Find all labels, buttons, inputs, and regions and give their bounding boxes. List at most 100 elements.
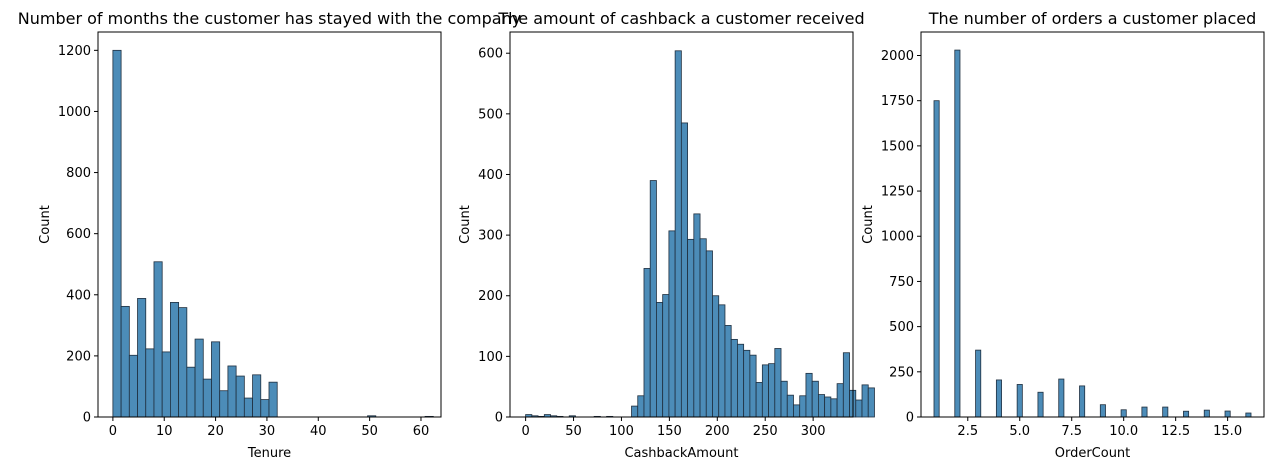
cashback-bar (799, 395, 807, 418)
tenure-bar (243, 397, 253, 418)
ordercount-histogram-panel: 2.5 5.0 7.5 10.0 12.5 15.0 0 250 500 750 1000 1250… (861, 9, 1265, 461)
cashback-chart-title: The amount of cashback a customer receiv… (497, 9, 864, 28)
cashback-x-tick-label: 150 (657, 424, 682, 439)
cashback-bar (830, 398, 838, 418)
ordercount-bar (1099, 404, 1106, 418)
ordercount-bar (1037, 391, 1044, 418)
ordercount-bar (1141, 406, 1148, 418)
tenure-bar (153, 261, 163, 418)
tenure-x-tick-label: 10 (156, 424, 173, 439)
cashback-bar (693, 213, 701, 418)
cashback-bar (755, 382, 763, 418)
cashback-bar (768, 363, 776, 418)
cashback-bar (662, 294, 670, 418)
ordercount-axes-frame (920, 31, 1265, 418)
ordercount-chart-title: The number of orders a customer placed (928, 9, 1257, 28)
ordercount-y-tick-label: 1500 (881, 139, 914, 154)
cashback-x-axis-label: CashbackAmount (624, 446, 738, 461)
tenure-y-ticks: 0 200 400 600 800 1000 1200 (58, 44, 98, 426)
ordercount-x-tick-label: 7.5 (1061, 424, 1082, 439)
ordercount-bar (954, 49, 961, 418)
tenure-bar (161, 351, 171, 418)
cashback-bar (637, 395, 645, 418)
tenure-x-tick-label: 0 (109, 424, 117, 439)
cashback-bar (687, 238, 695, 418)
ordercount-bar (1058, 378, 1065, 418)
cashback-bar (842, 352, 850, 418)
tenure-bar (145, 348, 155, 418)
tenure-bar (211, 341, 221, 418)
tenure-axes-frame (97, 31, 442, 418)
tenure-y-tick-label: 1200 (58, 44, 91, 59)
tenure-x-tick-label: 60 (413, 424, 430, 439)
ordercount-y-tick-label: 2000 (881, 49, 914, 64)
cashback-x-tick-label: 200 (705, 424, 730, 439)
tenure-x-tick-label: 40 (310, 424, 327, 439)
cashback-x-ticks: 0 50 100 150 200 250 300 (521, 417, 826, 439)
tenure-bar (128, 354, 138, 418)
cashback-bar (761, 364, 769, 418)
cashback-bar (668, 230, 676, 418)
ordercount-y-tick-label: 1000 (881, 230, 914, 245)
tenure-bar (120, 305, 130, 418)
cashback-y-tick-label: 100 (478, 350, 503, 365)
cashback-y-ticks: 0 100 200 300 400 500 600 (478, 47, 510, 426)
ordercount-bar (1016, 384, 1023, 418)
cashback-bar (680, 122, 688, 418)
cashback-y-tick-label: 200 (478, 289, 503, 304)
cashback-y-tick-label: 600 (478, 47, 503, 62)
cashback-bars (525, 50, 875, 418)
tenure-y-tick-label: 200 (66, 349, 91, 364)
ordercount-x-tick-label: 2.5 (957, 424, 978, 439)
cashback-axes-frame (509, 31, 854, 418)
ordercount-x-tick-label: 10.0 (1109, 424, 1138, 439)
cashback-x-tick-label: 250 (753, 424, 778, 439)
ordercount-y-tick-label: 250 (889, 365, 914, 380)
tenure-x-axis-label: Tenure (247, 446, 291, 461)
tenure-y-tick-label: 400 (66, 288, 91, 303)
cashback-bar (743, 349, 751, 418)
ordercount-bar (1183, 410, 1190, 418)
cashback-bar (824, 396, 832, 418)
cashback-bar (674, 50, 682, 418)
cashback-x-tick-label: 100 (609, 424, 634, 439)
tenure-bar (260, 399, 270, 418)
cashback-bar (699, 238, 707, 418)
cashback-bar (724, 325, 732, 418)
ordercount-y-ticks: 0 250 500 750 1000 1250 1500 1750 2000 (881, 49, 921, 426)
cashback-bar (774, 348, 782, 418)
cashback-bar (643, 268, 651, 418)
ordercount-x-tick-label: 12.5 (1161, 424, 1190, 439)
ordercount-x-axis-label: OrderCount (1055, 446, 1131, 461)
ordercount-bar (1120, 409, 1127, 418)
cashback-bar (805, 372, 813, 418)
ordercount-y-tick-label: 500 (889, 320, 914, 335)
cashback-bar (780, 380, 788, 418)
tenure-bar (112, 49, 122, 418)
ordercount-y-tick-label: 1750 (881, 94, 914, 109)
ordercount-y-tick-label: 0 (906, 411, 914, 426)
cashback-x-tick-label: 300 (801, 424, 826, 439)
tenure-bar (219, 390, 229, 418)
tenure-x-tick-label: 30 (259, 424, 276, 439)
ordercount-bar (1162, 406, 1169, 418)
ordercount-bar (995, 379, 1002, 418)
cashback-bar (631, 405, 639, 418)
cashback-y-tick-label: 300 (478, 229, 503, 244)
tenure-y-tick-label: 0 (83, 411, 91, 426)
cashback-histogram-panel: 0 50 100 150 200 250 300 0 100 200 300 400 500 600 C… (458, 9, 875, 461)
ordercount-x-tick-label: 5.0 (1009, 424, 1030, 439)
tenure-y-axis-label: Count (38, 205, 53, 244)
tenure-bar (169, 302, 180, 418)
ordercount-y-axis-label: Count (861, 205, 876, 244)
cashback-bar (737, 343, 745, 418)
cashback-bar (749, 354, 757, 418)
cashback-bar (712, 295, 720, 418)
tenure-bar (202, 378, 212, 418)
ordercount-y-tick-label: 750 (889, 275, 914, 290)
tenure-bar (252, 374, 262, 418)
ordercount-bar (1203, 409, 1210, 418)
cashback-y-tick-label: 0 (495, 411, 503, 426)
